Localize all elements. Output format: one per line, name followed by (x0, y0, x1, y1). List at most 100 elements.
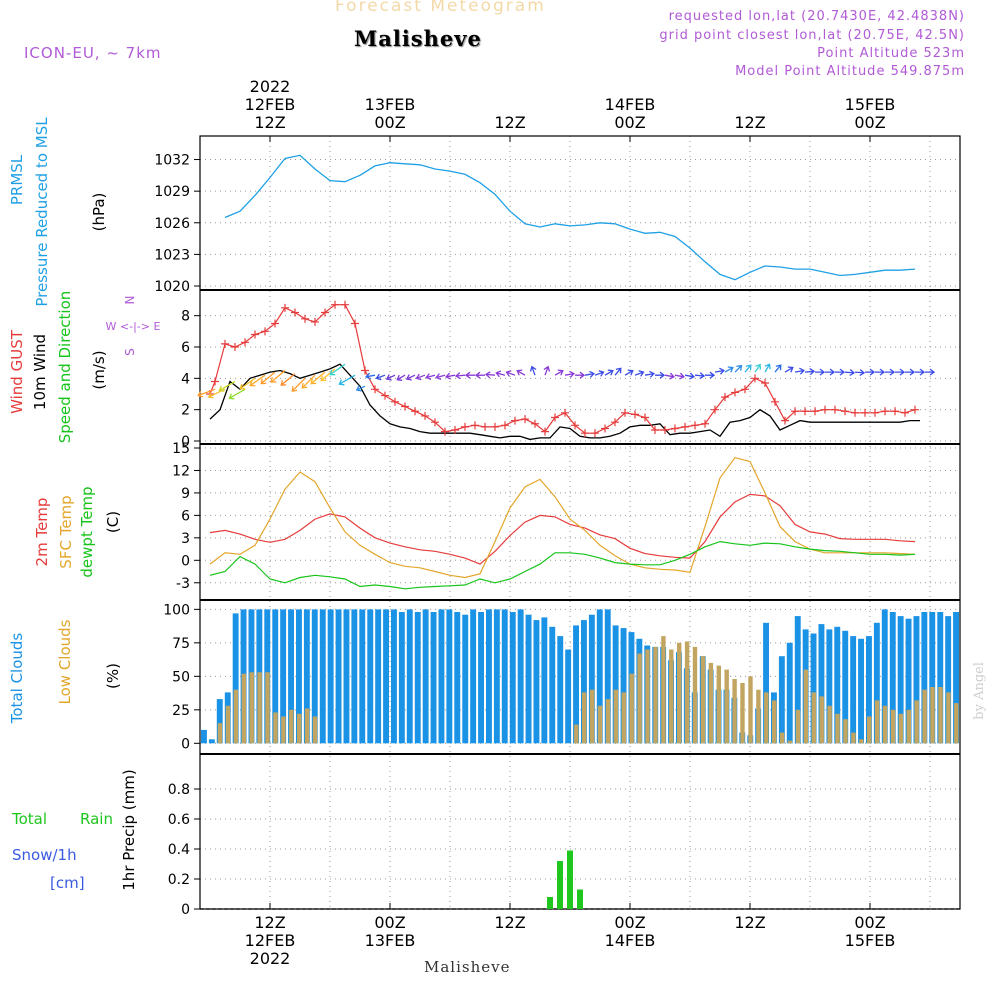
total-cloud-bar (850, 636, 857, 744)
wind-direction-arrow (310, 371, 326, 385)
total-cloud-bar (414, 612, 421, 744)
y-tick-label: 1026 (154, 216, 190, 232)
compass-north-label: N (123, 296, 137, 305)
total-cloud-bar (818, 624, 825, 744)
total-cloud-bar (430, 612, 437, 744)
pressure-ylabel-prmsl: PRMSL (8, 154, 26, 205)
wind-gust-marker (411, 407, 419, 416)
low-cloud-bar (795, 709, 801, 744)
low-cloud-bar (819, 696, 824, 744)
wind-gust-marker (661, 426, 669, 435)
total-cloud-bar (889, 612, 896, 744)
wind-gust-marker (771, 397, 779, 406)
wind-direction-arrow (445, 372, 456, 380)
total-cloud-bar (858, 638, 864, 744)
low-cloud-bar (273, 712, 278, 744)
wind-gust-marker (421, 411, 429, 420)
total-cloud-bar (470, 609, 477, 744)
low-cloud-bar (882, 705, 888, 744)
total-cloud-bar (296, 609, 302, 744)
total-cloud-bar (406, 609, 413, 744)
total-cloud-bar (454, 612, 461, 744)
total-cloud-bar (446, 609, 453, 744)
wind-direction-arrow (905, 368, 916, 376)
y-tick-label: 1023 (154, 247, 190, 263)
low-cloud-bar (756, 689, 761, 744)
wind-direction-arrow (529, 365, 537, 376)
low-cloud-bar (669, 649, 674, 744)
y-tick-label: 4 (181, 371, 190, 387)
wind-gust-marker (851, 408, 859, 417)
wind-direction-arrow (684, 372, 695, 380)
wind-gust-marker (471, 421, 479, 430)
low-cloud-bar (684, 641, 690, 744)
low-cloud-bar (297, 713, 302, 744)
wind-direction-arrow (925, 368, 936, 376)
wind-direction-arrow (825, 368, 836, 376)
wind-direction-arrow (239, 377, 256, 390)
wind-direction-arrow (754, 363, 761, 373)
bottom-time-label: 12FEB (245, 931, 296, 950)
wind-gust-marker (631, 410, 639, 419)
wind-gust-marker (861, 408, 869, 417)
wind-direction-arrow (495, 370, 506, 378)
wind-direction-arrow (724, 366, 734, 373)
wind-direction-arrow (554, 369, 564, 376)
wind-direction-arrow (594, 370, 605, 377)
wind-gust-marker (331, 300, 339, 309)
total-cloud-bar (375, 609, 382, 744)
top-time-label: 13FEB (365, 95, 416, 114)
low-cloud-bar (589, 689, 595, 744)
total-cloud-bar (842, 630, 849, 744)
bottom-time-label: 13FEB (365, 931, 416, 950)
wind-gust-marker (681, 422, 689, 431)
wind-direction-arrow (744, 364, 752, 373)
low-cloud-bar (692, 646, 698, 744)
total-cloud-bar (533, 620, 540, 744)
wind-gust-marker (601, 424, 609, 433)
y-tick-label: 75 (172, 636, 190, 652)
wind-gust-marker (291, 308, 299, 317)
wind-direction-arrow (714, 367, 725, 375)
wind-speed-line (209, 363, 920, 441)
low-cloud-bar (803, 669, 809, 744)
total-cloud-bar (929, 612, 936, 744)
y-tick-label: 8 (181, 309, 190, 325)
wind-gust-marker (261, 327, 269, 336)
y-tick-label: 9 (181, 486, 190, 502)
total-cloud-bar (945, 616, 952, 744)
wind-gust-marker (311, 317, 319, 326)
total-cloud-bar (573, 625, 579, 744)
y-tick-label: 12 (172, 463, 190, 479)
y-tick-label: 0.4 (168, 842, 190, 858)
y-tick-label: 25 (172, 703, 190, 719)
wind-gust-marker (841, 407, 849, 416)
y-tick-label: 0.6 (168, 812, 190, 828)
wind-direction-arrow (655, 371, 666, 379)
wind-direction-arrow (895, 368, 906, 376)
total-cloud-bar (208, 739, 215, 744)
bottom-time-label: 14FEB (605, 931, 656, 950)
total-cloud-bar (232, 613, 239, 744)
wind-direction-arrow (543, 365, 551, 376)
low-cloud-bar (922, 689, 927, 744)
total-cloud-bar (873, 622, 880, 744)
low-cloud-bar (225, 705, 231, 744)
wind-direction-arrow (355, 385, 366, 392)
low-cloud-bar (859, 739, 864, 744)
bottom-time-label: 15FEB (845, 931, 896, 950)
total-cloud-bar (778, 656, 785, 744)
total-cloud-bar (359, 609, 366, 744)
bottom-time-label: 12Z (494, 913, 525, 932)
total-cloud-bar (541, 617, 548, 744)
wind-direction-arrow (484, 371, 496, 379)
wind-gust-marker (371, 385, 379, 394)
wind-gust-marker (721, 393, 729, 402)
y-tick-label: 100 (163, 602, 190, 618)
compass-west-east-label: W <-|-> E (106, 320, 161, 333)
wind-gust-marker (211, 377, 219, 386)
wind-gust-marker (301, 314, 309, 323)
total-cloud-bar (525, 614, 532, 744)
wind-direction-arrow (260, 371, 276, 385)
wind-gust-marker (551, 413, 559, 422)
